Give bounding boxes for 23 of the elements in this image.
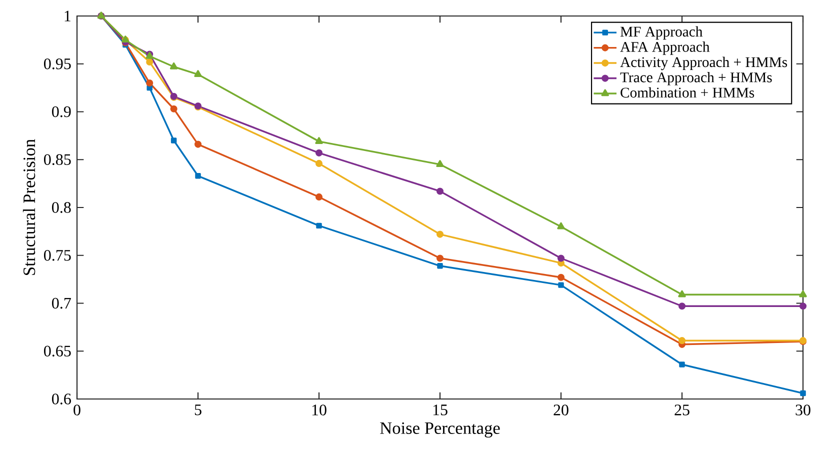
x-axis-title: Noise Percentage — [380, 422, 500, 438]
x-tick-label: 0 — [74, 404, 80, 416]
legend-label: Trace Approach + HMMs — [620, 72, 772, 86]
legend-label: Combination + HMMs — [620, 87, 754, 98]
y-tick-label: 0.65 — [44, 346, 71, 357]
y-tick-label: 0.6 — [52, 394, 71, 404]
x-tick-label: 5 — [194, 404, 202, 416]
legend-label: Activity Approach + HMMs — [620, 56, 788, 70]
y-tick-label: 0.9 — [52, 106, 71, 118]
x-tick-label: 10 — [312, 404, 326, 416]
y-tick-label: 0.75 — [44, 250, 71, 261]
y-tick-label: 1 — [64, 10, 70, 22]
y-tick-label: 0.85 — [44, 154, 71, 166]
y-tick-label: 0.8 — [52, 202, 71, 213]
x-tick-label: 20 — [554, 404, 568, 416]
legend-label: AFA Approach — [620, 42, 710, 55]
y-tick-label: 0.95 — [44, 58, 71, 70]
y-axis-title: Structural Precision — [22, 139, 36, 275]
x-tick-label: 15 — [433, 404, 448, 416]
legend-label: MF Approach — [620, 26, 703, 40]
x-tick-label: 25 — [674, 404, 690, 416]
y-tick-label: 0.7 — [52, 298, 71, 309]
x-tick-label: 30 — [796, 404, 810, 416]
